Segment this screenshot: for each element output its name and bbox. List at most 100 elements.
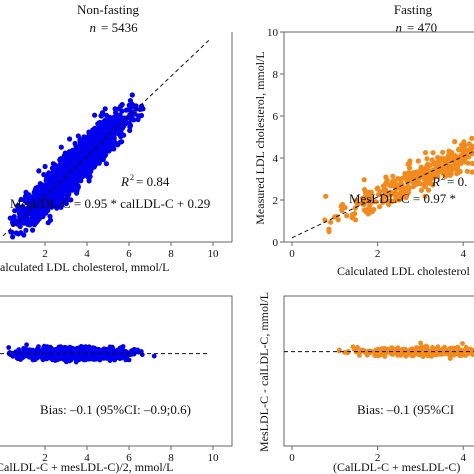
nonfasting-scatter-point (12, 208, 18, 214)
nonfasting-scatter-point (81, 150, 87, 156)
fasting-r2-symbol: R (431, 174, 440, 189)
fasting-scatter-x-tick-label: 2 (375, 248, 381, 260)
nonfasting-scatter-point (16, 211, 23, 217)
nonfasting-scatter-point (27, 222, 33, 228)
nonfasting-scatter-point (127, 122, 134, 128)
nonfasting-ba-panel: 2 4 6 8 10 Bias: –0.1 (95%CI: –0.9;0.6) CalL… (0, 295, 233, 474)
fasting-scatter-point (409, 170, 416, 176)
nonfasting-scatter-point (52, 162, 58, 168)
nonfasting-r2-annotation: R 2 = 0.84 (120, 173, 170, 189)
nonfasting-scatter-point (111, 114, 117, 121)
nonfasting-scatter-point (50, 171, 56, 178)
nonfasting-scatter-point (45, 220, 51, 226)
nonfasting-scatter-point (100, 121, 106, 128)
nonfasting-ba-point (151, 353, 157, 359)
fasting-scatter-point (417, 168, 423, 174)
fasting-scatter-point (344, 213, 350, 219)
nonfasting-ba-point (55, 346, 61, 351)
nonfasting-scatter-point (61, 153, 67, 159)
fasting-ba-point (460, 341, 465, 346)
fasting-ba-x-tick-label: 0 (289, 452, 295, 464)
fasting-scatter-point (422, 150, 429, 156)
nonfasting-scatter-point (68, 197, 74, 203)
nonfasting-scatter-point (74, 149, 80, 155)
nonfasting-scatter-point (11, 214, 17, 220)
fasting-scatter-point (368, 209, 374, 215)
fasting-scatter-point (458, 146, 464, 153)
fasting-r2-sup: 2 (441, 173, 445, 182)
fasting-scatter-point (323, 193, 329, 199)
nonfasting-scatter-point (62, 189, 68, 195)
fasting-scatter-point (466, 141, 472, 147)
nonfasting-scatter-point (67, 136, 73, 142)
fasting-scatter-point (458, 142, 465, 148)
fasting-scatter-point (424, 156, 430, 162)
nonfasting-ba-point (126, 357, 132, 363)
nonfasting-scatter-point (112, 106, 118, 112)
nonfasting-scatter-point (26, 192, 32, 198)
nonfasting-scatter-point (96, 126, 102, 132)
fasting-scatter-point (383, 181, 389, 187)
nonfasting-ba-point (30, 347, 36, 353)
nonfasting-ba-point (110, 344, 115, 350)
nonfasting-scatter-point (86, 178, 92, 184)
fasting-scatter-panel: 02460246810 Measured LDL cholesterol, mm… (253, 27, 474, 278)
nonfasting-ba-frame (0, 295, 233, 447)
nonfasting-scatter-x-tick-label: 8 (168, 248, 174, 260)
nonfasting-scatter-point (138, 112, 145, 119)
fasting-scatter-point (410, 183, 416, 190)
fasting-scatter-point (453, 161, 459, 167)
fasting-scatter-x-tick-label: 4 (460, 248, 466, 260)
fasting-equation: MesLDL-C = 0.97 * (349, 191, 456, 206)
fasting-scatter-point (452, 139, 458, 145)
nonfasting-scatter-point (74, 190, 80, 196)
nonfasting-ba-xlabel: CalLDL-C + mesLDL-C)/2, mmol/L (0, 460, 173, 474)
nonfasting-scatter-point (135, 116, 141, 123)
fasting-scatter-point (445, 157, 451, 163)
fasting-scatter-point (431, 160, 437, 166)
nonfasting-scatter-x-tick-label: 6 (126, 248, 132, 260)
nonfasting-scatter-point (110, 143, 116, 149)
nonfasting-scatter-point (103, 131, 109, 137)
nonfasting-scatter-point (123, 107, 129, 113)
fasting-scatter-point (328, 219, 334, 225)
fasting-scatter-point (440, 149, 446, 155)
nonfasting-r2-sup: 2 (130, 173, 134, 182)
fasting-scatter-y-tick-label: 6 (273, 111, 279, 123)
fasting-scatter-point (435, 155, 441, 161)
fasting-scatter-point (469, 135, 474, 141)
fasting-scatter-point (405, 185, 411, 191)
nonfasting-ba-point (120, 344, 126, 349)
nonfasting-scatter-point (65, 181, 72, 187)
fasting-scatter-point (465, 160, 471, 166)
nonfasting-scatter-point (99, 110, 106, 116)
nonfasting-scatter-x-tick-label: 10 (208, 248, 220, 260)
nonfasting-ba-point (114, 352, 120, 357)
nonfasting-ba-point (84, 353, 90, 359)
nonfasting-ba-point (6, 345, 12, 350)
nonfasting-scatter-x-ticks: 2 4 6 8 10 (42, 242, 219, 260)
fasting-scatter-point (391, 178, 398, 184)
nonfasting-scatter-point (46, 178, 52, 184)
nonfasting-scatter-x-tick-label: 2 (42, 248, 48, 260)
fasting-scatter-point (423, 178, 430, 185)
nonfasting-scatter-point (18, 196, 24, 203)
nonfasting-ba-point (7, 352, 13, 357)
nonfasting-scatter-point (84, 143, 90, 149)
nonfasting-scatter-point (118, 103, 124, 109)
nonfasting-scatter-point (77, 142, 83, 148)
nonfasting-scatter-point (105, 120, 111, 127)
nonfasting-bias-annotation: Bias: –0.1 (95%CI: –0.9;0.6) (40, 402, 191, 417)
fasting-scatter-y-tick-label: 0 (273, 237, 279, 249)
nonfasting-scatter-point (18, 230, 24, 236)
fasting-scatter-y-tick-label: 10 (267, 27, 279, 39)
fasting-scatter-point (415, 158, 421, 164)
fasting-scatter-y-tick-label: 2 (273, 195, 279, 207)
nonfasting-scatter-point (88, 156, 95, 162)
nonfasting-scatter-point (50, 175, 56, 181)
nonfasting-ba-point (52, 350, 58, 356)
nonfasting-scatter-point (103, 112, 110, 118)
nonfasting-scatter-point (41, 172, 47, 178)
nonfasting-scatter-point (87, 161, 93, 167)
